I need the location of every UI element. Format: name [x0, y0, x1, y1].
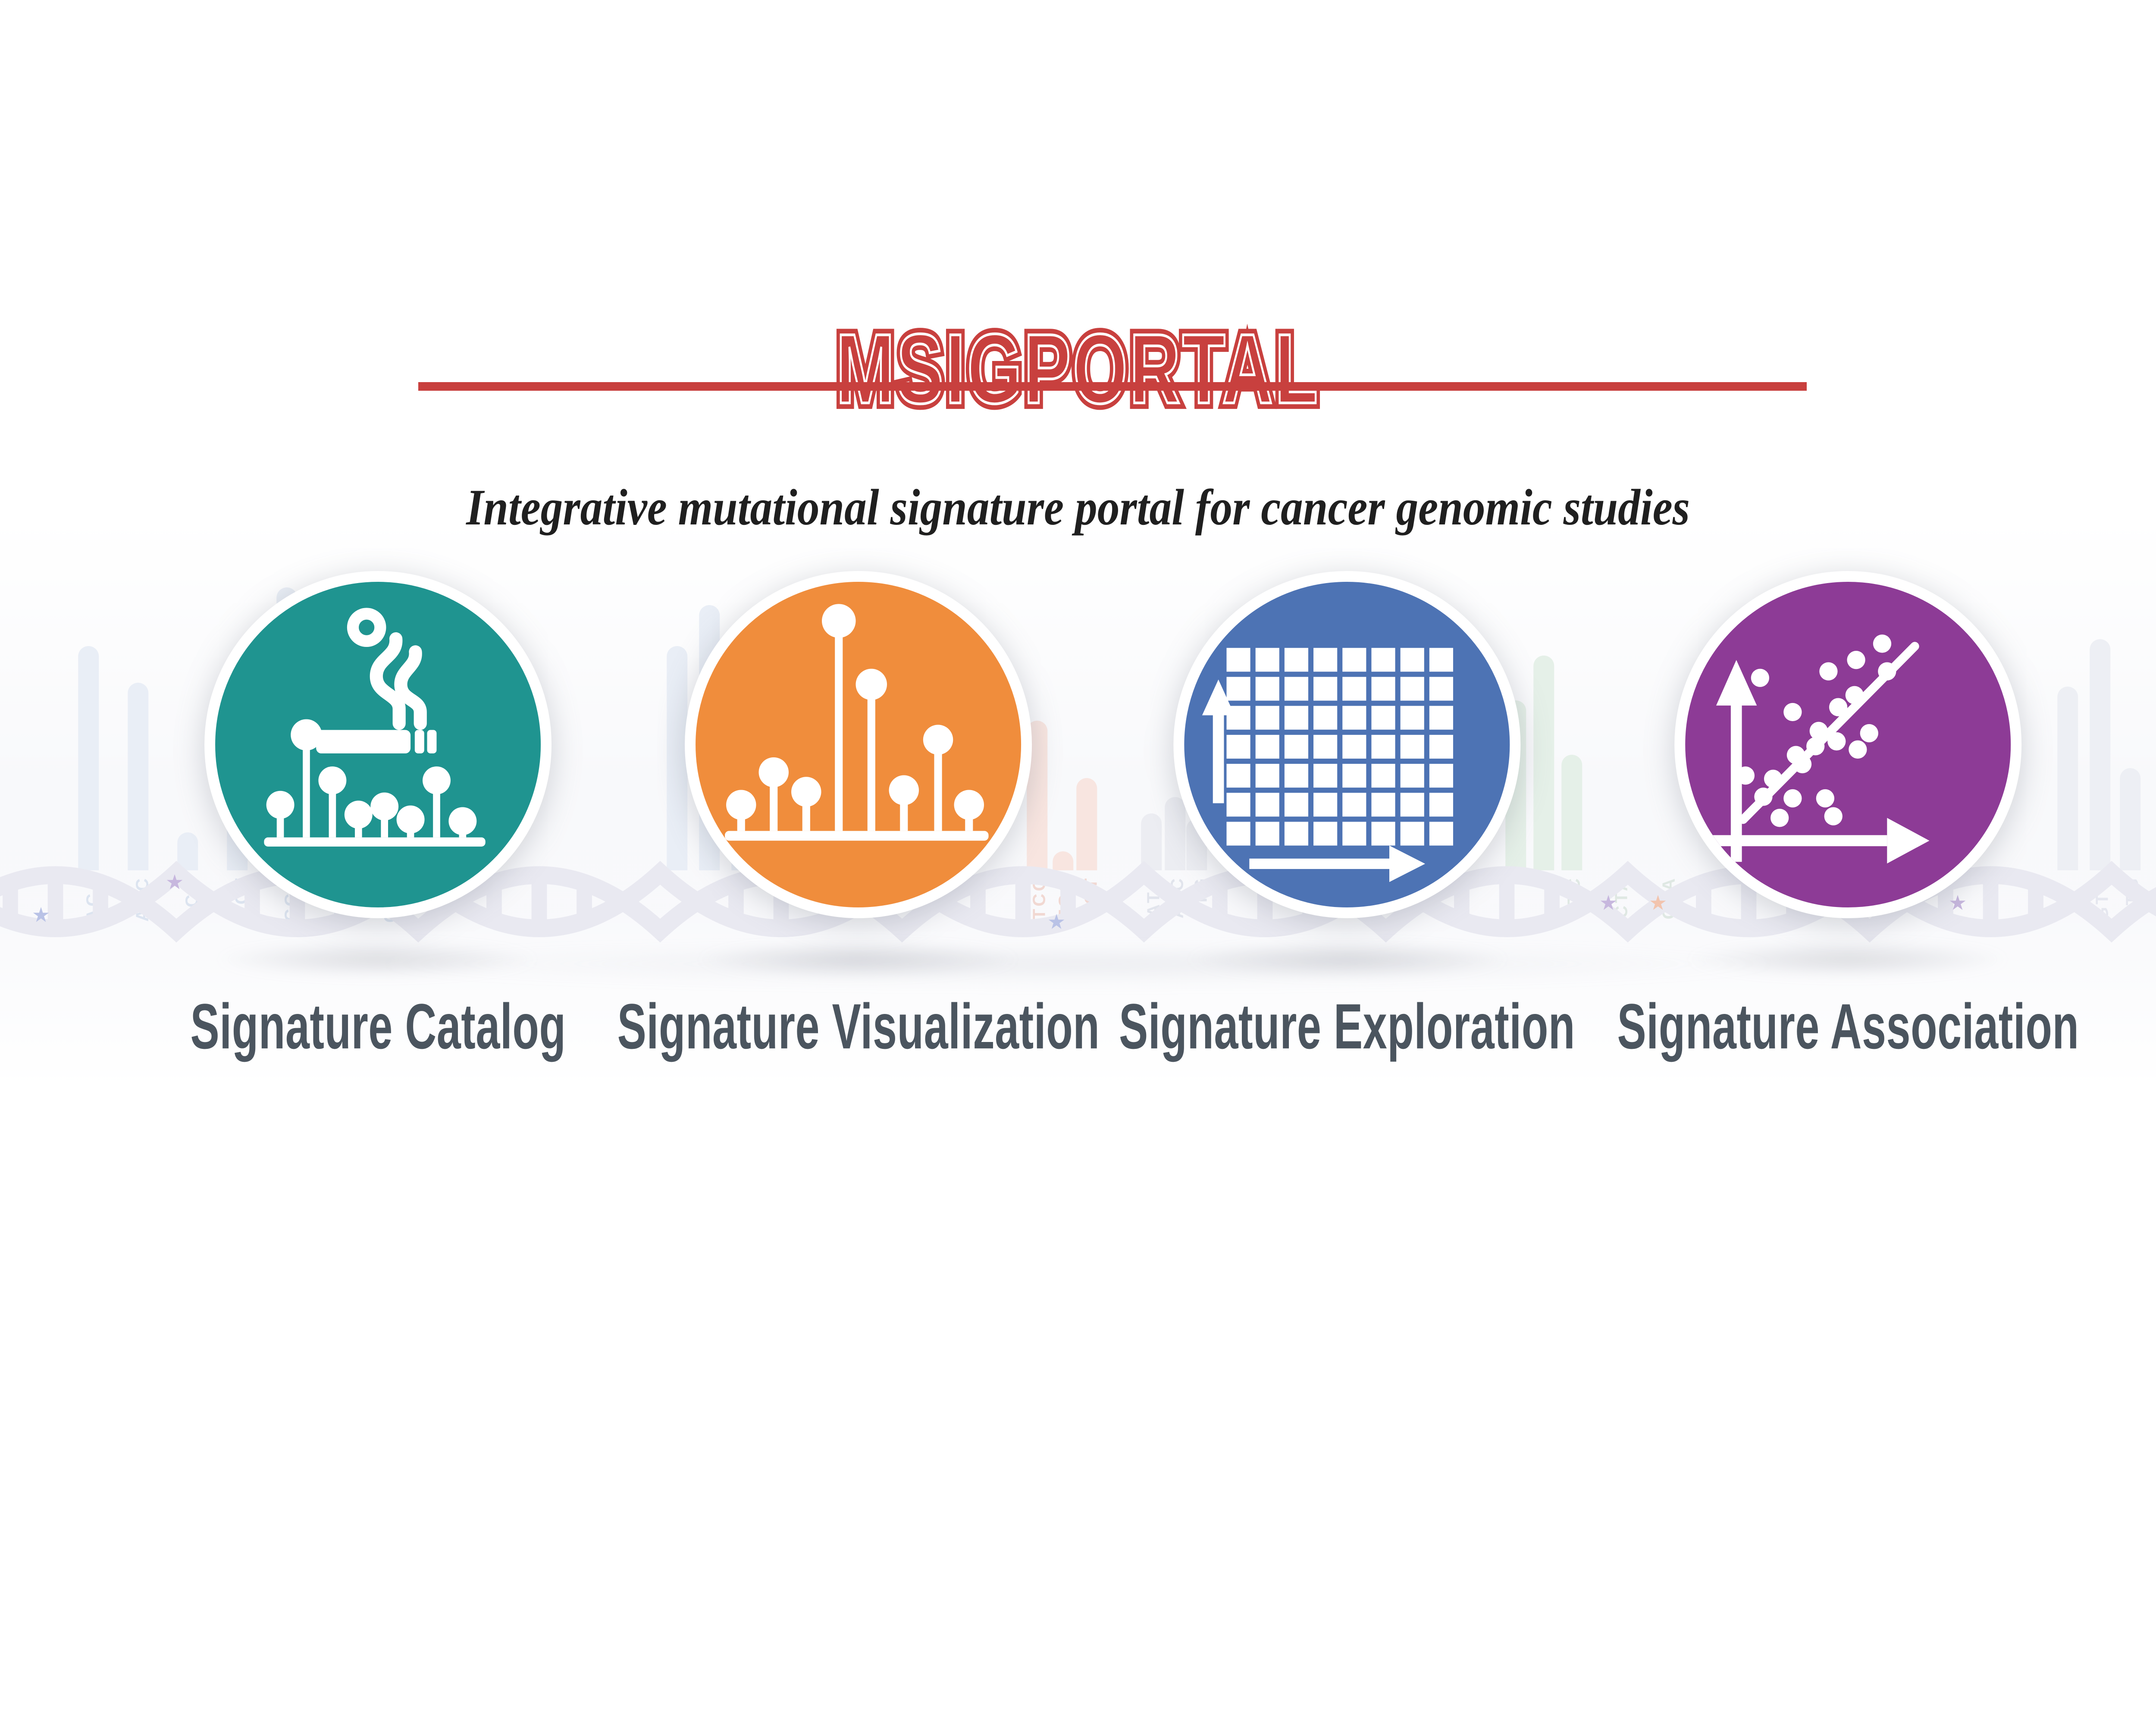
decorative-bar [2090, 639, 2110, 870]
signature-exploration-circle[interactable] [1173, 571, 1521, 919]
decorative-bar [78, 646, 99, 870]
decorative-bar [1165, 797, 1185, 870]
signature-association-circle[interactable] [1674, 571, 2022, 919]
scatter-plot-icon [1698, 634, 1930, 864]
msigportal-landing-page: ACA ACC ACG ACT CCA CCC CCG TCC TCG TCT … [0, 0, 2156, 1360]
decorative-bar [1076, 778, 1097, 870]
decorative-bar [667, 646, 687, 870]
decorative-bar [177, 832, 198, 870]
star-icon [32, 905, 50, 926]
circle-shadow [696, 941, 1020, 978]
signature-visualization-circle[interactable] [684, 571, 1032, 919]
feature-signature-exploration: Signature Exploration [1030, 571, 1664, 1062]
lollipop-chart-icon [724, 604, 989, 841]
feature-signature-association: Signature Association [1527, 571, 2156, 1062]
circle-shadow [216, 941, 539, 978]
title-underline [418, 382, 1807, 391]
decorative-bar [1561, 754, 1582, 870]
page-title: MSIGPORTAL MSIGPORTAL [832, 314, 1322, 424]
decorative-bar [128, 682, 148, 870]
signature-catalog-circle[interactable] [204, 571, 552, 919]
feature-label-signature-association[interactable]: Signature Association [1617, 990, 2079, 1062]
soft-shadow-band [129, 949, 2027, 998]
decorative-bar [1141, 813, 1162, 870]
feature-signature-catalog: Signature Catalog [117, 571, 639, 1062]
feature-label-signature-visualization[interactable]: Signature Visualization [617, 990, 1100, 1062]
feature-signature-visualization: Signature Visualization [523, 571, 1194, 1062]
decorative-bar [1533, 655, 1554, 870]
circle-shadow [1686, 941, 2009, 978]
circle-shadow [1186, 941, 1509, 978]
page-subtitle: Integrative mutational signature portal … [466, 479, 1690, 536]
decorative-bar [2120, 768, 2140, 870]
page-title-text: MSIGPORTAL [832, 314, 1322, 424]
decorative-bar [2057, 687, 2078, 870]
feature-label-signature-exploration[interactable]: Signature Exploration [1119, 990, 1575, 1062]
matrix-grid-icon [1202, 648, 1454, 882]
page-title-inline-stroke: MSIGPORTAL [835, 314, 1320, 424]
decorative-bar [1053, 851, 1073, 870]
cigarette-lollipop-chart-icon [264, 608, 486, 847]
feature-label-signature-catalog[interactable]: Signature Catalog [190, 990, 566, 1062]
